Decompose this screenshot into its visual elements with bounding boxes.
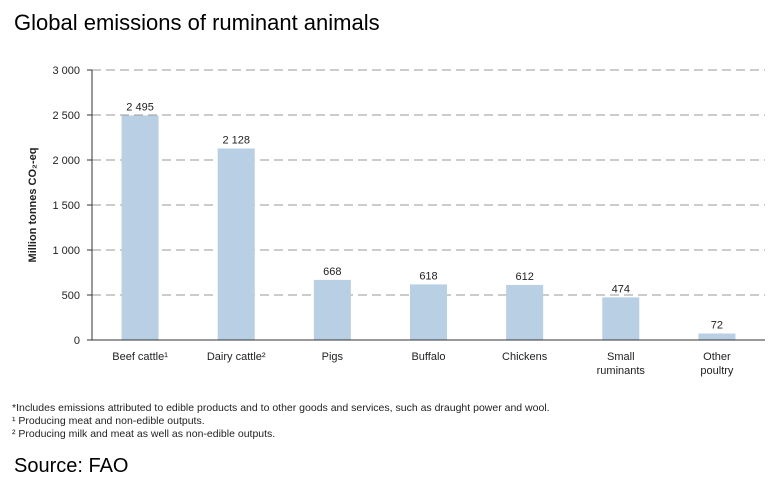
y-tick-label: 2 500 [52,110,80,122]
bar [121,115,159,340]
bar [602,297,640,340]
bar [506,284,544,340]
x-tick-label: Dairy cattle² [207,351,266,363]
footnotes: *Includes emissions attributed to edible… [12,402,550,441]
footnote-2: ² Producing milk and meat as well as non… [12,428,276,440]
x-tick-label: Beef cattle¹ [112,351,168,363]
y-tick-label: 2 000 [52,155,80,167]
chart-title: Global emissions of ruminant animals [14,10,380,35]
footnote-1: ¹ Producing meat and non-edible outputs. [12,415,205,427]
bar-chart: 0 500 1 000 1 500 2 000 2 500 3 000 Million ton… [27,65,765,377]
bar [313,279,351,340]
y-tick-label: 1 500 [52,200,80,212]
x-tick-label: Other [703,351,731,363]
y-tick-label: 1 000 [52,245,80,257]
bar [698,333,736,340]
data-label: 618 [419,270,437,282]
data-label: 474 [612,283,630,295]
bar [217,148,255,340]
x-tick-label: Pigs [322,351,344,363]
y-tick-label: 0 [74,335,80,347]
x-tick-label: ruminants [597,365,646,377]
bar [410,284,447,340]
source-label: Source: FAO [14,455,129,477]
x-tick-label: Small [607,351,635,363]
data-label: 72 [711,320,723,332]
y-tick-label: 500 [62,290,80,302]
y-tick-label: 3 000 [52,65,80,77]
y-axis-label: Million tonnes CO₂-eq [27,148,39,263]
footnote-general: *Includes emissions attributed to edible… [12,402,550,414]
data-label: 2 128 [222,134,250,146]
x-tick-label: Buffalo [411,351,445,363]
x-tick-label: poultry [700,365,734,377]
x-tick-label: Chickens [502,351,548,363]
data-label: 668 [323,266,341,278]
data-label: 612 [515,271,533,283]
data-label: 2 495 [126,101,154,113]
